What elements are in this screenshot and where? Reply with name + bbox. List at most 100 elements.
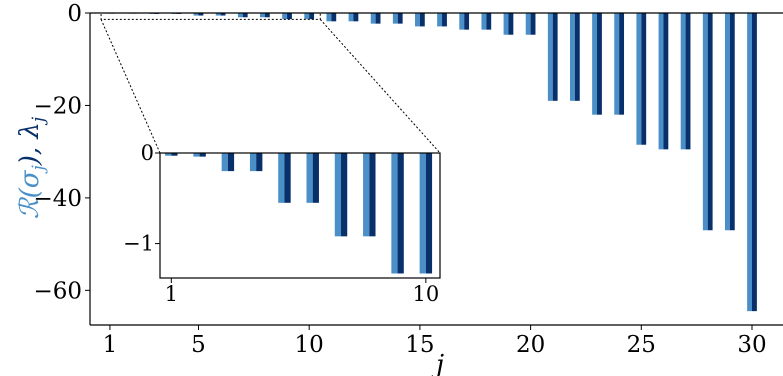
bar-real-sigma bbox=[481, 13, 487, 30]
bar-real-sigma bbox=[459, 13, 465, 30]
x-tick-label: 20 bbox=[516, 332, 545, 358]
bar-real-sigma bbox=[614, 13, 620, 115]
inset-y-tick-label: −1 bbox=[123, 232, 154, 256]
inset-bar-lambda bbox=[199, 153, 206, 157]
x-tick-label: 30 bbox=[737, 332, 766, 358]
bar-lambda bbox=[508, 13, 514, 35]
zoom-connector-lines bbox=[100, 12, 441, 154]
bar-lambda bbox=[220, 13, 226, 16]
x-tick-label: 10 bbox=[295, 332, 324, 358]
bar-lambda bbox=[707, 13, 713, 231]
x-tick-label: 15 bbox=[405, 332, 434, 358]
bar-real-sigma bbox=[326, 13, 332, 22]
bar-real-sigma bbox=[193, 13, 199, 16]
main-bars bbox=[105, 13, 757, 312]
bar-real-sigma bbox=[570, 13, 575, 101]
x-tick-label: 1 bbox=[103, 332, 118, 358]
inset-bar-real-sigma bbox=[165, 153, 172, 156]
bar-real-sigma bbox=[503, 13, 509, 35]
y-tick-label: −40 bbox=[33, 186, 82, 212]
bar-real-sigma bbox=[702, 13, 708, 231]
bar-real-sigma bbox=[348, 13, 354, 22]
inset-bar-lambda bbox=[312, 153, 319, 203]
bar-lambda bbox=[530, 13, 536, 35]
bar-lambda bbox=[752, 13, 757, 312]
bar-real-sigma bbox=[304, 13, 310, 20]
inset-bar-lambda bbox=[284, 153, 291, 203]
bar-lambda bbox=[419, 13, 425, 27]
inset-bar-lambda bbox=[256, 153, 263, 172]
bar-lambda bbox=[619, 13, 625, 115]
inset-bar-real-sigma bbox=[278, 153, 285, 203]
bar-real-sigma bbox=[547, 13, 553, 101]
inset-bar-real-sigma bbox=[334, 153, 342, 237]
x-tick-label: 5 bbox=[191, 332, 206, 358]
bar-real-sigma bbox=[525, 13, 531, 35]
inset-bar-real-sigma bbox=[306, 153, 313, 203]
zoom-connector-right bbox=[319, 19, 441, 154]
y-tick-label: −20 bbox=[33, 93, 82, 119]
inset-y-tick-label: 0 bbox=[141, 141, 154, 165]
main-axes: 1 5 10 15 20 25 300−20−40−60 bbox=[33, 1, 783, 358]
bar-real-sigma bbox=[592, 13, 598, 115]
y-label-part-2: j bbox=[29, 165, 49, 175]
bar-lambda bbox=[442, 13, 447, 27]
bar-real-sigma bbox=[724, 13, 730, 231]
bar-lambda bbox=[397, 13, 403, 24]
bar-real-sigma bbox=[636, 13, 642, 145]
bar-lambda bbox=[552, 13, 558, 101]
inset-bar-lambda bbox=[341, 153, 348, 237]
inset-bar-lambda bbox=[369, 153, 376, 237]
bar-real-sigma bbox=[680, 13, 686, 150]
bar-lambda bbox=[574, 13, 580, 101]
bar-lambda bbox=[685, 13, 691, 150]
bar-lambda bbox=[464, 13, 470, 30]
bar-lambda bbox=[641, 13, 647, 145]
bar-real-sigma bbox=[747, 13, 753, 312]
bar-real-sigma bbox=[415, 13, 420, 27]
inset-x-tick-label: 10 bbox=[412, 282, 439, 306]
inset-bar-real-sigma bbox=[249, 153, 257, 172]
bar-lambda bbox=[353, 13, 359, 22]
inset-frame bbox=[159, 152, 441, 279]
bar-real-sigma bbox=[237, 13, 243, 18]
inset-bar-lambda bbox=[227, 153, 235, 172]
bar-real-sigma bbox=[658, 13, 664, 150]
inset-bar-lambda bbox=[397, 153, 404, 274]
bar-real-sigma bbox=[260, 13, 265, 18]
inset-bar-real-sigma bbox=[391, 153, 398, 274]
y-axis-label: ℛ(σj), λj bbox=[15, 116, 49, 219]
bar-lambda bbox=[729, 13, 735, 231]
inset-bar-real-sigma bbox=[221, 153, 228, 172]
bar-real-sigma bbox=[392, 13, 398, 24]
bar-lambda bbox=[486, 13, 492, 30]
bar-lambda bbox=[375, 13, 381, 24]
bar-lambda bbox=[663, 13, 669, 150]
bar-real-sigma bbox=[282, 13, 288, 20]
inset-bar-lambda bbox=[171, 153, 178, 156]
bar-lambda bbox=[287, 13, 292, 20]
inset-bar-real-sigma bbox=[419, 153, 426, 274]
y-tick-label: −60 bbox=[33, 278, 82, 304]
bar-real-sigma bbox=[437, 13, 443, 27]
inset-bar-real-sigma bbox=[193, 153, 200, 157]
bar-lambda bbox=[242, 13, 248, 18]
y-tick-label: 0 bbox=[67, 1, 82, 27]
inset-bar-real-sigma bbox=[363, 153, 370, 237]
x-tick-label: 25 bbox=[627, 332, 656, 358]
bar-real-sigma bbox=[215, 13, 221, 16]
y-label-part-3: ), λ bbox=[15, 122, 45, 166]
y-label-part-1: ℛ(σ bbox=[15, 169, 45, 219]
zoom-region-box bbox=[100, 12, 321, 20]
y-label-part-4: j bbox=[29, 116, 49, 126]
bar-lambda bbox=[597, 13, 602, 115]
bar-lambda bbox=[264, 13, 270, 18]
inset-x-tick-label: 1 bbox=[165, 282, 178, 306]
bar-lambda bbox=[198, 13, 204, 16]
bar-lambda bbox=[309, 13, 315, 20]
bar-real-sigma bbox=[370, 13, 376, 24]
inset-plot: 1 10 0 −1 bbox=[123, 141, 441, 306]
bar-lambda bbox=[331, 13, 337, 22]
